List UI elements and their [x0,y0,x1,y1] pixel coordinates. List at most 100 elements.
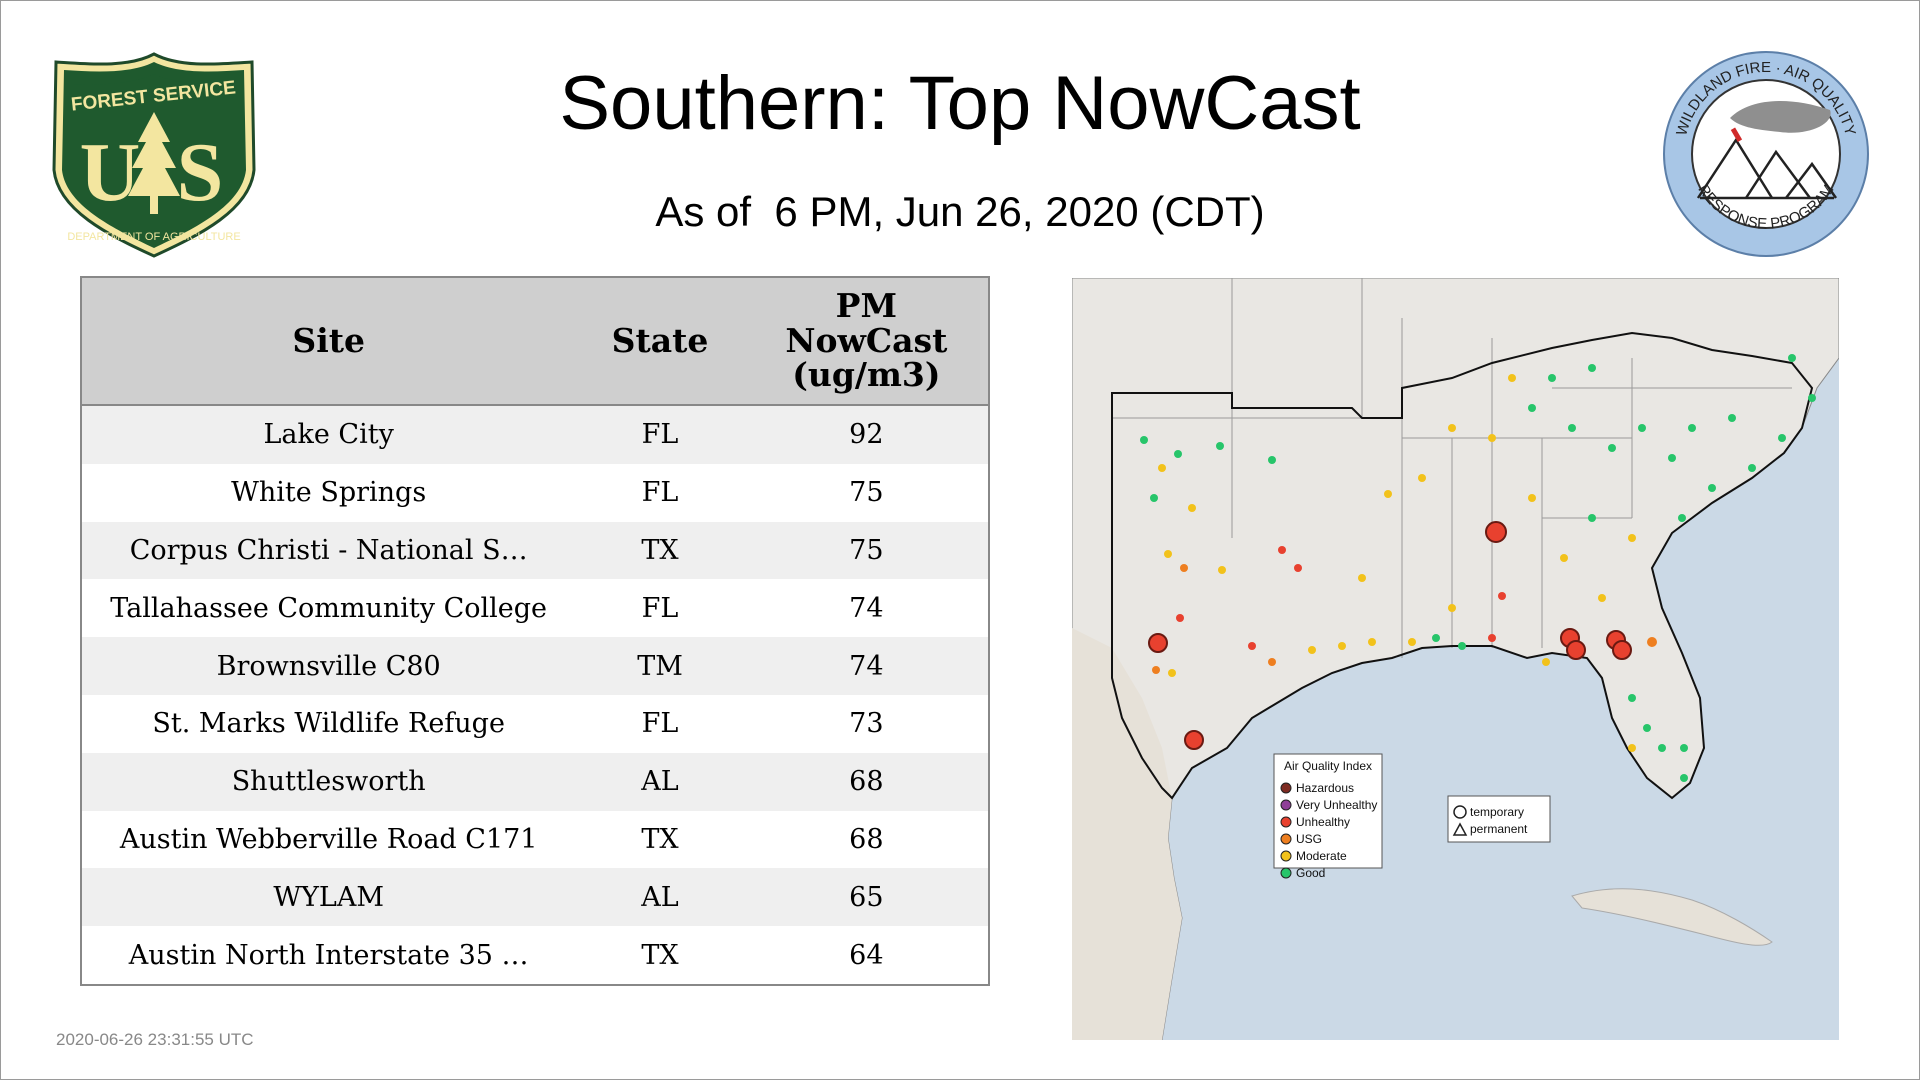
circle-marker-icon [1453,805,1467,819]
monitor-unhealthy [1278,546,1286,554]
wildland-fire-logo: WILDLAND FIRE · AIR QUALITY RESPONSE PRO… [1663,51,1869,257]
aqi-map: Air Quality Index Hazardous Very Unhealt… [1072,278,1839,1040]
table-row: Shuttlesworth AL 68 [81,752,989,811]
monitor-good [1432,634,1440,642]
page-title: Southern: Top NowCast [559,61,1361,146]
monitor-good [1680,744,1688,752]
moderate-swatch [1280,850,1292,862]
aqi-legend-label: Hazardous [1296,781,1354,795]
state-cell: FL [575,579,745,638]
good-swatch [1280,867,1292,879]
state-borders [1112,278,1792,658]
monitor-moderate [1188,504,1196,512]
monitor-unhealthy-large [1184,730,1204,750]
aqi-legend: Air Quality Index Hazardous Very Unhealt… [1273,753,1383,880]
monitor-usg [1268,658,1276,666]
site-cell: Tallahassee Community College [81,579,576,638]
monitor-good [1588,364,1596,372]
timestamp: 2020-06-26 23:31:55 UTC [56,1030,254,1049]
shape-legend: temporary permanent [1447,795,1551,843]
monitor-good [1728,414,1736,422]
column-header-state: State [575,277,745,406]
monitor-good [1668,454,1676,462]
unhealthy-swatch [1280,816,1292,828]
nowcast-table: Site State PM NowCast (ug/m3) Lake City … [80,276,990,986]
aqi-legend-title: Air Quality Index [1284,759,1372,773]
state-cell: TX [575,521,745,580]
fs-letter-u: U [80,126,141,219]
monitor-unhealthy-large [1566,640,1586,660]
hazardous-swatch [1280,782,1292,794]
state-cell: FL [575,405,745,464]
value-cell: 74 [744,637,989,695]
aqi-legend-label: Good [1296,866,1325,880]
permanent-label: permanent [1470,822,1528,836]
monitor-moderate [1358,574,1366,582]
table-row: Corpus Christi - National S… TX 75 [81,521,989,580]
monitor-good [1643,724,1651,732]
site-cell: Lake City [81,405,576,464]
value-cell: 75 [744,521,989,580]
value-cell: 64 [744,926,989,985]
monitor-moderate [1628,534,1636,542]
monitor-moderate [1408,638,1416,646]
monitor-moderate [1628,744,1636,752]
monitor-usg [1647,637,1657,647]
table-row: St. Marks Wildlife Refuge FL 73 [81,694,989,753]
site-cell: WYLAM [81,868,576,927]
monitor-good [1788,354,1796,362]
monitor-markers [1140,354,1816,782]
monitor-good [1548,374,1556,382]
aqi-legend-box [1273,753,1383,869]
monitor-moderate [1164,550,1172,558]
aqi-legend-label: Very Unhealthy [1296,798,1377,812]
site-cell: Austin North Interstate 35 … [81,926,576,985]
aqi-legend-label: Moderate [1296,849,1347,863]
monitor-moderate [1158,464,1166,472]
state-cell: AL [575,868,745,927]
value-cell: 75 [744,463,989,522]
forest-service-logo: FOREST SERVICE U S DEPARTMENT OF AGRICUL… [52,52,256,258]
value-cell: 68 [744,810,989,869]
table-row: Austin Webberville Road C171 TX 68 [81,810,989,869]
monitor-moderate [1528,494,1536,502]
monitor-good [1678,514,1686,522]
flame-icon [1730,127,1743,143]
monitor-unhealthy-large [1612,640,1632,660]
monitor-moderate [1218,566,1226,574]
smoke-plume-icon [1730,100,1831,133]
monitor-good [1268,456,1276,464]
monitor-unhealthy-large [1485,521,1507,543]
state-cell: FL [575,463,745,522]
monitor-unhealthy [1498,592,1506,600]
state-cell: TX [575,810,745,869]
monitor-unhealthy-large [1148,633,1168,653]
cuba-land [1571,888,1773,946]
monitor-good [1680,774,1688,782]
mexico-land [1072,628,1182,1040]
mountains-icon [1696,137,1838,200]
table-row: Austin North Interstate 35 … TX 64 [81,926,989,985]
monitor-moderate [1598,594,1606,602]
value-cell: 73 [744,694,989,753]
site-cell: Austin Webberville Road C171 [81,810,576,869]
monitor-good [1628,694,1636,702]
very-unhealthy-swatch [1280,799,1292,811]
state-cell: FL [575,694,745,753]
state-cell: TM [575,637,745,695]
site-cell: Brownsville C80 [81,637,576,695]
monitor-moderate [1384,490,1392,498]
monitor-moderate [1488,434,1496,442]
monitor-good [1778,434,1786,442]
table-row: WYLAM AL 65 [81,868,989,927]
page-subtitle: As of 6 PM, Jun 26, 2020 (CDT) [655,188,1265,235]
table-header-row: Site State PM NowCast (ug/m3) [81,277,989,406]
monitor-good [1608,444,1616,452]
fs-letter-s: S [177,126,224,219]
monitor-good [1568,424,1576,432]
monitor-good [1458,642,1466,650]
monitor-moderate [1418,474,1426,482]
triangle-marker-icon [1452,822,1468,836]
pm-header-line2: NowCast [785,320,948,360]
value-cell: 74 [744,579,989,638]
